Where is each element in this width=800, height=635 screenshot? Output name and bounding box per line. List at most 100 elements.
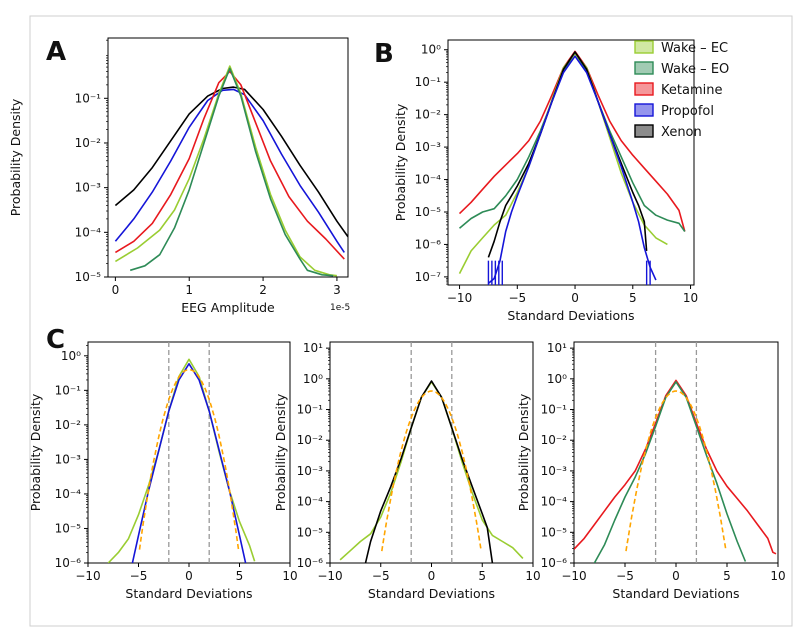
x-tick-label: −10 [75, 569, 100, 583]
x-tick-label: 5 [723, 569, 731, 583]
y-tick-label: 10⁻⁴ [75, 225, 102, 239]
gaussian-reference-line [138, 368, 240, 550]
series-line-propofol [487, 55, 657, 285]
y-tick-label: 10⁻⁷ [415, 270, 442, 284]
plot-area [458, 50, 686, 285]
y-tick-label: 10⁻⁴ [297, 495, 324, 509]
plot-frame [107, 37, 349, 278]
panel-letter-c: C [46, 325, 65, 355]
chart-panel-c2: −10 −5 0 5 1010⁻⁶10⁻⁵10⁻⁴10⁻³10⁻²10⁻¹10⁰10¹S… [273, 341, 541, 601]
x-tick-label: 10 [683, 291, 698, 305]
y-tick-label: 10⁻⁶ [297, 556, 324, 570]
x-tick-label: 0 [112, 283, 120, 297]
legend-label: Wake – EC [661, 41, 728, 56]
x-tick-label: −5 [130, 569, 148, 583]
x-tick-label: 10 [282, 569, 297, 583]
gaussian-reference-line [625, 390, 727, 552]
y-tick-label: 10⁰ [61, 349, 81, 363]
series-line-ketamine [114, 70, 345, 260]
y-tick-label: 10⁻² [297, 433, 324, 447]
x-tick-label: 3 [333, 283, 341, 297]
y-tick-label: 10⁻⁵ [55, 521, 82, 535]
y-tick-label: 10⁻⁶ [541, 556, 568, 570]
x-axis-label: Standard Deviations [368, 586, 495, 601]
y-tick-label: 10⁰ [303, 372, 323, 386]
x-tick-label: 10 [525, 569, 540, 583]
x-tick-label: −10 [317, 569, 342, 583]
series-line-wake-eo [129, 67, 334, 277]
x-tick-label: 1 [185, 283, 193, 297]
legend-swatch-propofol [634, 103, 654, 117]
y-axis-label: Probability Density [516, 393, 531, 511]
y-tick-label: 10⁻³ [55, 452, 82, 466]
y-tick-label: 10⁻³ [297, 464, 324, 478]
panel-letter-b: B [374, 39, 394, 69]
x-tick-label: −5 [508, 291, 526, 305]
y-tick-label: 10⁻⁶ [55, 556, 82, 570]
y-tick-label: 10⁻¹ [415, 75, 442, 89]
y-tick-label: 10¹ [303, 341, 323, 355]
x-axis-label: Standard Deviations [612, 586, 739, 601]
y-tick-label: 10⁻⁴ [55, 487, 82, 501]
y-tick-label: 10⁻⁴ [541, 495, 568, 509]
plot-frame [447, 39, 695, 286]
y-tick-label: 10⁻³ [75, 181, 102, 195]
y-tick-label: 10¹ [547, 341, 567, 355]
plot-area [114, 65, 348, 277]
x-axis-label: EEG Amplitude [181, 300, 275, 315]
y-tick-label: 10⁻¹ [297, 403, 324, 417]
legend-label: Propofol [661, 104, 714, 119]
chart-panel-c3: −10 −5 0 5 1010⁻⁶10⁻⁵10⁻⁴10⁻³10⁻²10⁻¹10⁰10¹S… [516, 341, 786, 601]
chart-panel-b: −10 −5 0 5 10 10⁻⁷ 10⁻⁶ 10⁻⁵ 10⁻⁴ 10⁻³ 10⁻² 10⁻¹ 10⁰… [393, 39, 698, 323]
series-line-propofol [114, 88, 345, 253]
x-tick-label: 0 [672, 569, 680, 583]
panel-letter-a: A [46, 37, 66, 67]
series-line-xenon [487, 51, 648, 258]
x-tick-label: −5 [372, 569, 390, 583]
y-tick-label: 10⁰ [421, 43, 441, 57]
legend: Wake – EC Wake – EO Ketamine Propofol Xenon [634, 40, 729, 140]
x-tick-label: 5 [629, 291, 637, 305]
y-tick-label: 10⁻² [541, 433, 568, 447]
x-tick-label: 10 [770, 569, 785, 583]
x-tick-label: −10 [447, 291, 472, 305]
y-tick-label: 10⁻⁵ [297, 525, 324, 539]
chart-panel-a: 0 1 2 3 10⁻⁵ 10⁻⁴ 10⁻³ 10⁻² 10⁻¹ EEG Amplitude Pro… [8, 37, 350, 315]
series-line-xenon [114, 86, 348, 238]
x-tick-label: 5 [478, 569, 486, 583]
legend-swatch-wake-ec [634, 40, 654, 54]
plot-area [574, 342, 777, 563]
x-tick-label: 5 [236, 569, 244, 583]
y-axis-label: Probability Density [393, 103, 408, 221]
y-tick-label: 10⁻² [75, 136, 102, 150]
legend-swatch-xenon [634, 124, 654, 138]
y-tick-label: 10⁻³ [541, 464, 568, 478]
plot-area [107, 342, 256, 563]
y-axis-label: Probability Density [28, 393, 43, 511]
x-tick-label: −5 [616, 569, 634, 583]
y-axis-label: Probability Density [8, 98, 23, 216]
y-tick-label: 10⁰ [547, 372, 567, 386]
x-tick-label: 0 [428, 569, 436, 583]
y-tick-label: 10⁻⁶ [415, 237, 442, 251]
series-line-wake-ec [114, 65, 337, 277]
x-tick-label: 0 [571, 291, 579, 305]
x-tick-label: 2 [259, 283, 267, 297]
legend-swatch-ketamine [634, 82, 654, 96]
y-tick-label: 10⁻⁵ [541, 525, 568, 539]
y-tick-label: 10⁻² [55, 418, 82, 432]
y-tick-label: 10⁻¹ [55, 383, 82, 397]
y-tick-label: 10⁻¹ [541, 403, 568, 417]
gaussian-reference-line [381, 390, 482, 552]
y-tick-label: 10⁻³ [415, 140, 442, 154]
legend-label: Ketamine [661, 83, 722, 98]
y-tick-label: 10⁻² [415, 108, 442, 122]
legend-swatch-wake-eo [634, 61, 654, 75]
plot-area [339, 342, 524, 563]
series-line-ketamine [574, 379, 777, 555]
y-tick-label: 10⁻⁵ [415, 205, 442, 219]
series-line-wake-eo [593, 381, 747, 563]
x-tick-label: −10 [561, 569, 586, 583]
legend-label: Wake – EO [661, 62, 729, 77]
y-tick-label: 10⁻¹ [75, 91, 102, 105]
